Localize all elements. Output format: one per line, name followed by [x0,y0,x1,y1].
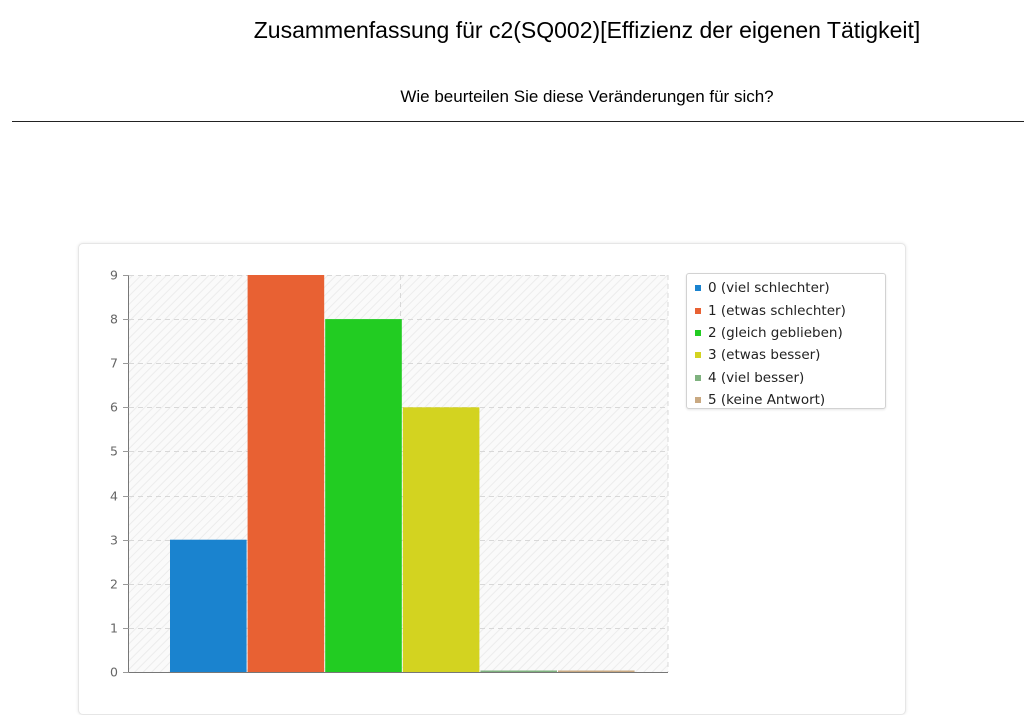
legend-swatch [695,374,701,381]
y-tick-label: 2 [110,577,118,592]
bar-0 [170,539,247,672]
legend-swatch [695,352,701,359]
bar-5 [558,670,635,672]
legend-item[interactable]: 1 (etwas schlechter) [695,299,885,321]
legend-label: 0 (viel schlechter) [708,280,830,297]
axes [128,275,668,673]
chart-legend: 0 (viel schlechter) 1 (etwas schlechter) 2… [686,273,886,409]
legend-swatch [695,285,701,292]
legend-label: 2 (gleich geblieben) [708,324,843,341]
y-tick-label: 4 [110,489,118,504]
legend-label: 4 (viel besser) [708,369,805,386]
divider [12,121,1024,122]
legend-label: 5 (keine Antwort) [708,392,826,409]
y-tick-label: 3 [110,533,118,548]
y-tick-label: 1 [110,621,118,636]
y-tick-label: 6 [110,400,118,415]
legend-item[interactable]: 0 (viel schlechter) [695,277,885,299]
legend-item[interactable]: 2 (gleich geblieben) [695,322,885,344]
legend-swatch [695,397,701,404]
y-tick-label: 8 [110,312,118,327]
bar-chart: 0 1 2 3 4 5 6 7 8 9 [110,268,669,680]
page-title: Zusammenfassung für c2(SQ002)[Effizienz … [253,17,921,43]
y-tick-label: 9 [110,268,118,283]
y-tick-label: 7 [110,356,118,371]
legend-item[interactable]: 3 (etwas besser) [695,344,885,366]
legend-swatch [695,307,701,314]
legend-label: 1 (etwas schlechter) [708,302,846,319]
y-tick-label: 0 [110,665,118,680]
bar-3 [402,407,480,672]
y-tick-label: 5 [110,444,118,459]
bar-1 [247,275,325,672]
legend-item[interactable]: 4 (viel besser) [695,367,885,389]
bar-2 [325,319,402,672]
bar-4 [480,670,557,672]
legend-label: 3 (etwas besser) [708,347,821,364]
bars [170,275,635,672]
question-text: Wie beurteilen Sie diese Veränderungen f… [400,87,774,106]
legend-swatch [695,329,701,336]
legend-item[interactable]: 5 (keine Antwort) [695,389,885,411]
y-tick-labels: 0 1 2 3 4 5 6 7 8 9 [110,268,129,680]
